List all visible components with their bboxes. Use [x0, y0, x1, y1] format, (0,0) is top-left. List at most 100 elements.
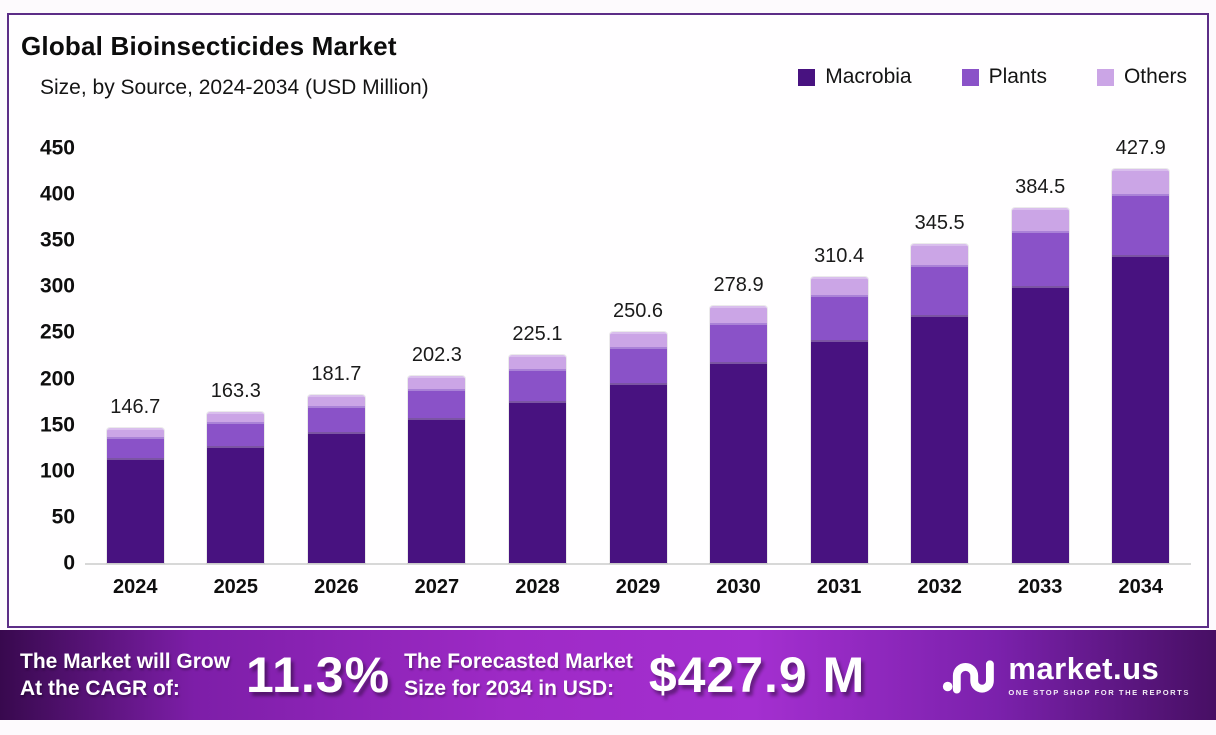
bar-2027 — [408, 376, 466, 563]
bar-2028-segment-macrobia — [508, 401, 566, 563]
bar-2028-segment-plants — [508, 368, 566, 402]
bar-2025-segment-macrobia — [207, 445, 265, 563]
x-tick-label-2028: 2028 — [515, 576, 560, 598]
bar-total-label: 278.9 — [713, 273, 764, 296]
legend-swatch-others-icon — [1096, 68, 1114, 86]
bar-group-2026: 181.7 — [286, 363, 387, 563]
bar-total-label: 225.1 — [512, 323, 563, 346]
legend-label: Macrobia — [825, 65, 912, 88]
y-tick-label: 450 — [39, 136, 75, 160]
bar-2029-segment-plants — [609, 346, 667, 383]
y-axis: 0 50 100 150 200 250 300 350 400 450 — [9, 138, 85, 574]
bar-2028 — [508, 355, 566, 563]
x-axis: 2024 2025 2026 2027 2028 2029 2030 2031 2032 2033… — [85, 563, 1191, 599]
bar-total-label: 146.7 — [110, 395, 161, 418]
chart-area: 0 50 100 150 200 250 300 350 400 450 146.7 163.3 18… — [9, 137, 1207, 574]
bar-2027-segment-macrobia — [408, 417, 466, 563]
forecast-label-line1: The Forecasted Market — [404, 649, 633, 673]
bar-2031-segment-macrobia — [810, 339, 868, 563]
bar-2029-segment-others — [609, 331, 667, 347]
forecast-value: $427.9 M — [648, 647, 866, 703]
bar-2031 — [810, 276, 868, 563]
bar-group-2031: 310.4 — [789, 245, 890, 563]
bar-total-label: 181.7 — [311, 363, 362, 386]
bar-2033-segment-macrobia — [1011, 286, 1069, 563]
y-tick-label: 100 — [39, 459, 75, 483]
bar-2026-segment-others — [307, 395, 365, 407]
bar-total-label: 202.3 — [411, 344, 462, 367]
bar-2024-segment-plants — [106, 436, 164, 458]
bar-group-2030: 278.9 — [688, 274, 789, 563]
brand-tagline: ONE STOP SHOP FOR THE REPORTS — [1008, 688, 1190, 697]
cagr-label-line2: At the CAGR of: — [20, 677, 180, 700]
bar-2030-segment-others — [710, 305, 768, 323]
bar-total-label: 345.5 — [914, 212, 965, 235]
x-tick-label-2032: 2032 — [917, 576, 962, 598]
bar-2025-segment-others — [207, 412, 265, 423]
bar-2034-segment-others — [1112, 168, 1170, 195]
legend: Macrobia Plants Others — [798, 65, 1187, 89]
bar-group-2028: 225.1 — [487, 323, 588, 563]
bar-2028-segment-others — [508, 355, 566, 369]
legend-item-macrobia: Macrobia — [798, 65, 912, 89]
x-tick-label-2030: 2030 — [716, 576, 761, 598]
bar-2024-segment-others — [106, 427, 164, 437]
bar-2029 — [609, 331, 667, 563]
x-tick-label-2034: 2034 — [1118, 576, 1163, 598]
plot-area: 146.7 163.3 181.7 202.3 225.1 250.6 278.9 310.4… — [85, 137, 1191, 563]
legend-swatch-plants-icon — [961, 68, 979, 86]
x-tick-label-2027: 2027 — [414, 576, 460, 598]
x-tick-label-2031: 2031 — [816, 576, 862, 598]
y-tick-label: 150 — [39, 413, 75, 437]
y-tick-label: 200 — [39, 367, 75, 391]
market-us-logo-icon — [942, 652, 996, 699]
bar-2033-segment-plants — [1011, 231, 1069, 287]
bar-group-2032: 345.5 — [889, 212, 990, 563]
bar-total-label: 163.3 — [210, 380, 261, 403]
legend-label: Plants — [988, 65, 1047, 88]
bar-2030 — [710, 305, 768, 563]
bar-group-2025: 163.3 — [186, 380, 287, 563]
legend-label: Others — [1123, 65, 1187, 88]
bar-2033-segment-others — [1011, 208, 1069, 232]
bar-2032-segment-plants — [911, 265, 969, 315]
legend-item-others: Others — [1096, 65, 1187, 89]
bar-total-label: 310.4 — [814, 244, 865, 267]
y-tick-label: 400 — [39, 182, 75, 206]
cagr-label-line1: The Market will Grow — [20, 649, 231, 673]
y-tick-label: 0 — [63, 551, 75, 575]
banner: The Market will Grow At the CAGR of: 11.… — [0, 630, 1216, 720]
bar-group-2029: 250.6 — [588, 300, 689, 563]
bar-2033 — [1011, 208, 1069, 563]
bar-2027-segment-plants — [408, 388, 466, 418]
legend-item-plants: Plants — [961, 65, 1047, 89]
bar-2030-segment-macrobia — [710, 362, 768, 563]
bar-total-label: 427.9 — [1115, 136, 1166, 159]
bar-2034-segment-macrobia — [1112, 255, 1170, 563]
chart-card: Global Bioinsecticides Market Size, by S… — [7, 13, 1209, 628]
bar-2026-segment-plants — [307, 406, 365, 433]
bar-2032-segment-macrobia — [911, 314, 969, 563]
bar-group-2034: 427.9 — [1090, 137, 1191, 563]
bar-2024 — [106, 427, 164, 563]
brand-text: market.us ONE STOP SHOP FOR THE REPORTS — [1008, 653, 1190, 697]
bar-2034 — [1112, 168, 1170, 563]
bar-2025-segment-plants — [207, 422, 265, 446]
bar-2034-segment-plants — [1112, 194, 1170, 256]
chart-subtitle: Size, by Source, 2024-2034 (USD Million) — [40, 76, 429, 99]
forecast-label-line2: Size for 2034 in USD: — [404, 677, 615, 700]
y-tick-label: 250 — [39, 320, 75, 344]
x-tick-label-2026: 2026 — [314, 576, 359, 598]
bar-2029-segment-macrobia — [609, 382, 667, 563]
bar-group-2033: 384.5 — [990, 176, 1091, 563]
bar-2026-segment-macrobia — [307, 432, 365, 563]
bar-total-label: 250.6 — [612, 299, 664, 322]
x-tick-label-2029: 2029 — [615, 576, 661, 598]
legend-swatch-macrobia-icon — [798, 68, 816, 86]
bar-2032 — [911, 244, 969, 563]
bar-2031-segment-others — [810, 276, 868, 296]
y-tick-label: 50 — [51, 505, 75, 529]
brand: market.us ONE STOP SHOP FOR THE REPORTS — [942, 652, 1196, 699]
bar-2026 — [307, 395, 365, 563]
